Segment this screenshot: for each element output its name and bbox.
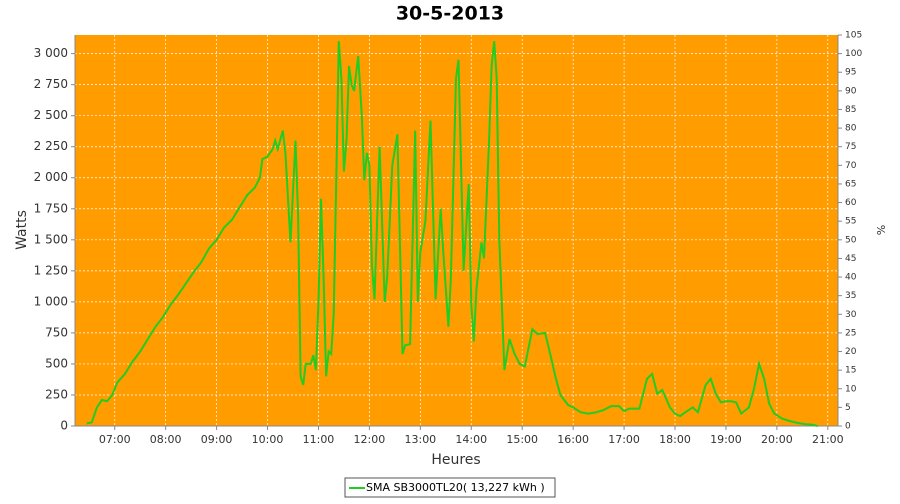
chart-title: 30-5-2013 [396,3,504,25]
y-axis-label: Watts [14,210,30,250]
y2-tick-label: 55 [845,217,856,227]
y2-tick-label: 0 [845,422,851,432]
y2-tick-label: 20 [845,347,857,357]
y2-tick-label: 70 [845,161,857,171]
y-tick-label: 2 000 [34,170,68,184]
y2-tick-label: 25 [845,328,856,338]
y-tick-label: 2 750 [34,77,68,91]
y-tick-label: 1 750 [34,201,68,215]
x-tick-label: 12:00 [354,433,386,446]
y-tick-label: 0 [60,419,68,433]
x-tick-label: 08:00 [150,433,182,446]
x-tick-label: 19:00 [710,433,742,446]
y2-tick-label: 65 [845,179,856,189]
x-tick-label: 16:00 [557,433,589,446]
y-tick-label: 750 [45,325,68,339]
x-tick-label: 18:00 [659,433,691,446]
y2-tick-label: 35 [845,291,856,301]
x-tick-label: 13:00 [404,433,436,446]
x-tick-label: 14:00 [455,433,487,446]
y2-tick-label: 50 [845,235,857,245]
x-tick-label: 11:00 [303,433,335,446]
y2-tick-label: 80 [845,124,857,134]
y2-tick-label: 105 [845,31,862,41]
x-tick-label: 21:00 [812,433,844,446]
x-tick-label: 07:00 [99,433,131,446]
y-tick-label: 1 250 [34,263,68,277]
y2-tick-label: 90 [845,86,857,96]
x-tick-label: 09:00 [201,433,233,446]
y-tick-label: 500 [45,356,68,370]
legend-box [344,477,556,498]
y2-axis-label: % [874,225,887,235]
y-tick-label: 2 250 [34,139,68,153]
y2-tick-label: 60 [845,198,857,208]
legend-label: SMA SB3000TL20( 13,227 kWh ) [366,481,545,494]
y-tick-label: 3 000 [34,46,68,60]
x-tick-label: 15:00 [506,433,538,446]
y2-tick-label: 5 [845,403,851,413]
y2-tick-label: 75 [845,142,856,152]
y2-tick-label: 30 [845,310,857,320]
y2-tick-label: 45 [845,254,856,264]
plot-area [75,35,838,426]
y2-tick-label: 15 [845,366,856,376]
y-tick-label: 1 500 [34,232,68,246]
x-tick-label: 17:00 [608,433,640,446]
data-line [86,41,818,427]
x-axis-label: Heures [431,452,480,468]
x-tick-label: 10:00 [252,433,284,446]
y-tick-label: 2 500 [34,108,68,122]
y2-tick-label: 85 [845,105,856,115]
y2-tick-label: 100 [845,49,862,59]
y-tick-label: 250 [45,387,68,401]
y-tick-label: 1 000 [34,294,68,308]
y2-tick-label: 95 [845,68,856,78]
y2-tick-label: 40 [845,273,857,283]
x-tick-label: 20:00 [761,433,793,446]
y2-tick-label: 10 [845,384,857,394]
